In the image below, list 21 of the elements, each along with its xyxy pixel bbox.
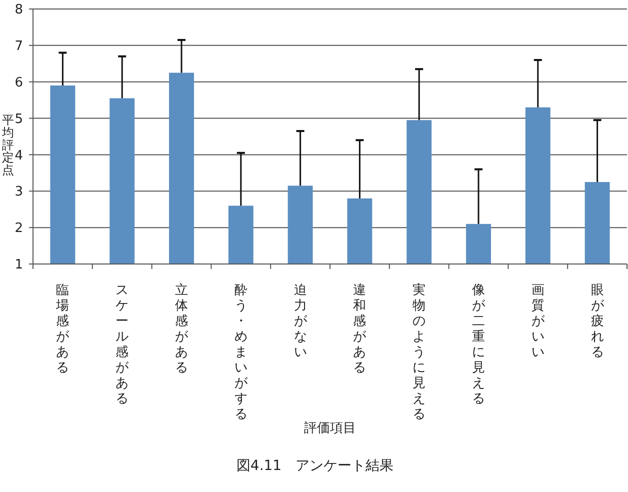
x-tick-label: スケール感がある bbox=[116, 283, 130, 406]
y-tick-label: 2 bbox=[14, 221, 23, 236]
y-tick-label: 7 bbox=[14, 38, 23, 54]
x-tick-label: 迫力がない bbox=[294, 283, 308, 360]
x-tick-label: 画質がいい bbox=[531, 283, 546, 360]
category-label: 実物のように見える bbox=[412, 283, 426, 422]
category-label: 酔う・めまいがする bbox=[234, 283, 248, 422]
y-tick-label: 4 bbox=[14, 148, 23, 164]
y-tick-label: 1 bbox=[14, 258, 23, 273]
y-axis-title: 平均評定点 bbox=[1, 113, 14, 177]
y-tick-label: 6 bbox=[14, 75, 23, 90]
y-tick-label: 5 bbox=[14, 112, 23, 127]
x-axis-title: 評価項目 bbox=[304, 421, 356, 436]
text: 図4.11 アンケート結果 bbox=[236, 458, 394, 474]
x-tick-label: 臨場感がある bbox=[55, 283, 70, 376]
y-tick-label: 8 bbox=[14, 2, 23, 18]
x-tick-label: 立体感がある bbox=[175, 282, 189, 376]
y-tick-label: 3 bbox=[14, 184, 23, 200]
x-tick-label: 違和感がある bbox=[353, 283, 368, 376]
x-tick-label: 眼が疲れる bbox=[590, 283, 605, 360]
x-tick-label: 像が二重に見える bbox=[472, 283, 486, 406]
